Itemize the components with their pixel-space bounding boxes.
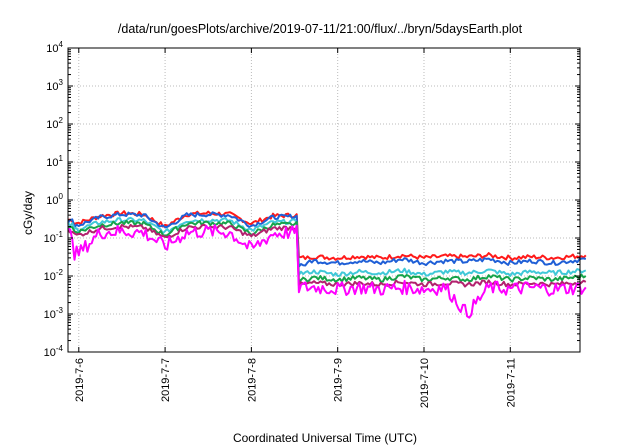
y-tick-label: 10-4 <box>44 344 64 359</box>
y-tick-label: 100 <box>46 192 63 207</box>
x-tick-label: 2019-7-10 <box>419 358 431 408</box>
y-tick-label: 10-1 <box>44 230 64 245</box>
y-tick-label: 103 <box>46 78 63 93</box>
series-line-4 <box>67 219 587 283</box>
y-tick-label: 102 <box>46 116 63 131</box>
y-axis-label: cGy/day <box>21 191 35 235</box>
x-tick-label: 2019-7-11 <box>505 358 517 407</box>
series-line-2 <box>67 211 587 268</box>
series-line-5 <box>67 223 587 288</box>
x-tick-label: 2019-7-9 <box>333 358 345 402</box>
series-line-3 <box>67 216 587 277</box>
y-tick-label: 104 <box>46 40 63 55</box>
y-tick-label: 10-3 <box>44 306 64 321</box>
x-axis-label: Coordinated Universal Time (UTC) <box>233 431 417 445</box>
y-tick-label: 10-2 <box>44 268 64 283</box>
y-tick-label: 101 <box>46 154 63 169</box>
chart-title: /data/run/goesPlots/archive/2019-07-11/2… <box>117 22 523 36</box>
x-tick-label: 2019-7-7 <box>160 358 172 402</box>
series-line-6 <box>67 224 587 319</box>
series-line-1 <box>67 210 587 261</box>
x-tick-label: 2019-7-6 <box>74 358 86 402</box>
x-tick-label: 2019-7-8 <box>246 358 258 402</box>
